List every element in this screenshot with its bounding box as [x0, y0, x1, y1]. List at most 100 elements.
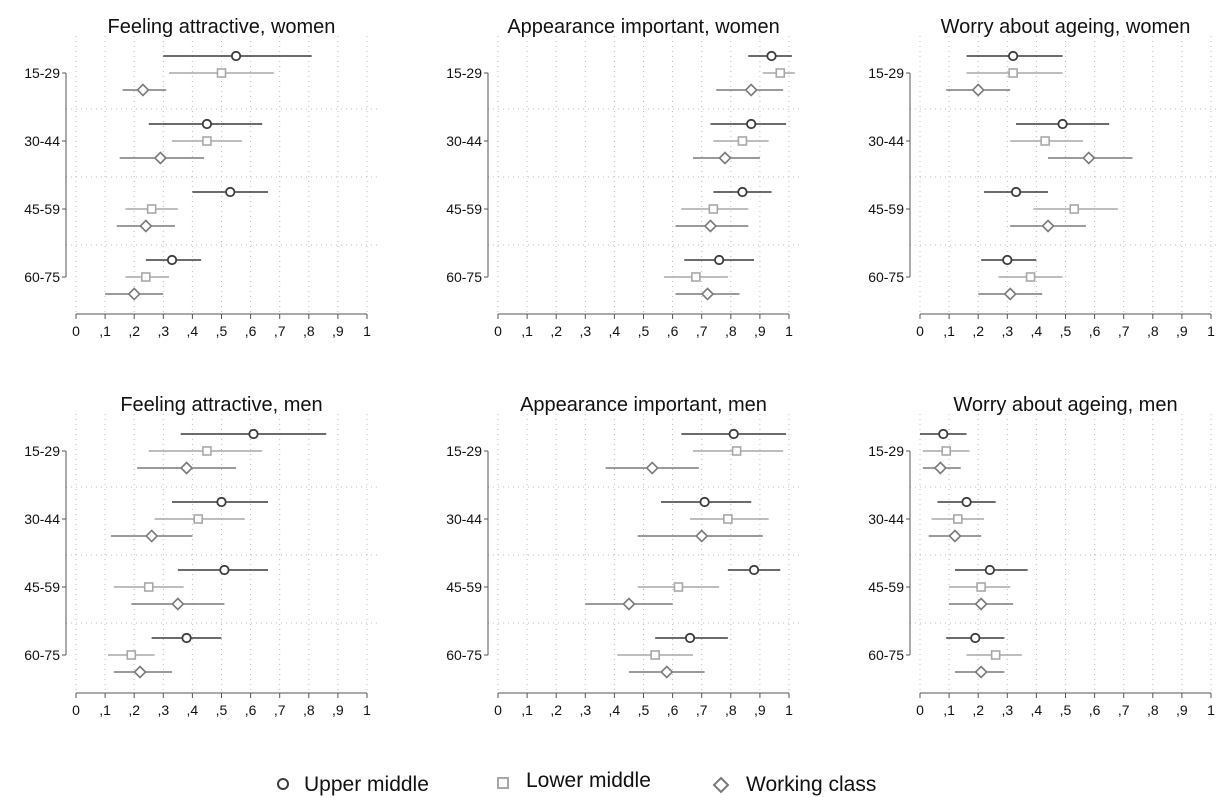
x-tick-label: ,4 — [609, 702, 621, 718]
point-marker-working-class — [1082, 151, 1096, 165]
x-tick-label: ,2 — [550, 323, 562, 339]
x-tick-label: ,2 — [972, 702, 984, 718]
panel-4: Feeling attractive, men 15-29 30-44 45-59 60… — [24, 394, 377, 718]
point-marker-lower-middle — [202, 136, 212, 146]
category-label: 30-44 — [24, 133, 60, 149]
point-marker-working-class — [153, 151, 168, 165]
x-tick-label: ,2 — [550, 702, 562, 718]
category-label: 30-44 — [24, 511, 60, 527]
category-label: 15-29 — [24, 65, 60, 81]
x-tick-label: ,7 — [696, 702, 708, 718]
category-label: 45-59 — [868, 201, 904, 217]
x-tick-label: 1 — [363, 702, 371, 718]
x-tick-label: 0 — [916, 702, 924, 718]
point-marker-working-class — [933, 461, 948, 475]
x-tick-label: ,8 — [725, 323, 737, 339]
legend-circle-marker — [277, 778, 289, 790]
x-tick-label: ,5 — [216, 323, 228, 339]
x-tick-label: ,6 — [667, 323, 679, 339]
x-tick-label: ,7 — [1118, 702, 1130, 718]
category-label: 60-75 — [446, 647, 482, 663]
point-marker-upper-middle — [1008, 50, 1019, 62]
panel-6: Worry about ageing, men 15-29 30-44 45-59 60… — [868, 394, 1218, 718]
panel-title: Worry about ageing, women — [941, 16, 1191, 38]
x-tick-label: ,9 — [332, 323, 344, 339]
legend-diamond-marker — [712, 776, 730, 794]
x-tick-label: ,4 — [187, 323, 199, 339]
panels-group: Feeling attractive, women 15-29 30-44 45-59… — [24, 16, 1218, 718]
category-label: 60-75 — [868, 647, 904, 663]
x-tick-label: ,2 — [972, 323, 984, 339]
x-tick-label: ,7 — [274, 702, 286, 718]
x-tick-label: ,6 — [1089, 702, 1101, 718]
x-tick-label: 1 — [1207, 323, 1215, 339]
x-tick-label: ,7 — [696, 323, 708, 339]
point-marker-lower-middle — [990, 650, 1001, 660]
point-marker-working-class — [744, 83, 758, 97]
x-tick-label: ,9 — [1176, 323, 1188, 339]
category-label: 60-75 — [446, 269, 482, 285]
point-marker-lower-middle — [193, 514, 204, 524]
point-marker-upper-middle — [216, 496, 227, 508]
point-marker-working-class — [1003, 287, 1017, 301]
point-marker-upper-middle — [938, 428, 949, 440]
point-marker-working-class — [179, 461, 194, 475]
point-marker-working-class — [1041, 219, 1055, 233]
point-marker-upper-middle — [684, 632, 696, 644]
x-tick-label: ,6 — [667, 702, 679, 718]
x-tick-label: 0 — [72, 702, 80, 718]
point-marker-working-class — [974, 597, 988, 611]
x-tick-label: ,3 — [579, 702, 591, 718]
point-marker-upper-middle — [728, 428, 739, 440]
point-marker-lower-middle — [708, 204, 719, 214]
x-tick-label: ,8 — [303, 323, 315, 339]
category-label: 45-59 — [24, 201, 60, 217]
x-tick-label: ,5 — [638, 323, 650, 339]
x-tick-label: ,9 — [332, 702, 344, 718]
point-marker-lower-middle — [143, 582, 154, 592]
panel-5: Appearance important, men 15-29 30-44 45-59… — [446, 394, 799, 718]
x-tick-label: ,1 — [99, 323, 111, 339]
point-marker-working-class — [700, 287, 715, 301]
category-label: 45-59 — [446, 579, 482, 595]
point-marker-upper-middle — [1057, 118, 1068, 130]
panel-title: Appearance important, women — [507, 16, 779, 38]
x-tick-label: ,9 — [754, 323, 766, 339]
legend-label-working-class: Working class — [746, 773, 876, 796]
point-marker-lower-middle — [1025, 272, 1036, 282]
point-marker-upper-middle — [248, 428, 259, 440]
point-marker-working-class — [695, 529, 709, 543]
x-tick-label: ,7 — [1118, 323, 1130, 339]
point-marker-upper-middle — [230, 50, 242, 62]
point-marker-working-class — [136, 83, 150, 97]
x-tick-label: ,1 — [99, 702, 111, 718]
x-tick-label: ,2 — [128, 702, 140, 718]
point-marker-upper-middle — [970, 632, 981, 644]
point-marker-lower-middle — [731, 446, 742, 456]
x-tick-label: ,7 — [274, 323, 286, 339]
point-marker-lower-middle — [941, 446, 951, 456]
x-tick-label: ,4 — [609, 323, 621, 339]
x-tick-label: ,4 — [187, 702, 199, 718]
x-tick-label: ,4 — [1031, 323, 1043, 339]
x-tick-label: 0 — [72, 323, 80, 339]
point-marker-working-class — [971, 83, 985, 97]
x-tick-label: ,5 — [1060, 323, 1072, 339]
category-label: 30-44 — [868, 511, 904, 527]
point-marker-working-class — [660, 665, 674, 679]
point-marker-lower-middle — [126, 650, 137, 660]
point-marker-lower-middle — [202, 446, 212, 456]
point-marker-lower-middle — [650, 650, 660, 660]
x-tick-label: ,1 — [521, 702, 533, 718]
x-tick-label: ,5 — [216, 702, 228, 718]
x-tick-label: ,3 — [157, 323, 169, 339]
point-marker-upper-middle — [748, 564, 760, 576]
panel-title: Feeling attractive, women — [108, 16, 336, 38]
point-marker-lower-middle — [1008, 68, 1018, 78]
point-marker-lower-middle — [723, 514, 733, 524]
point-marker-lower-middle — [146, 204, 157, 214]
category-label: 15-29 — [446, 443, 482, 459]
x-tick-label: 0 — [916, 323, 924, 339]
point-marker-upper-middle — [984, 564, 995, 576]
